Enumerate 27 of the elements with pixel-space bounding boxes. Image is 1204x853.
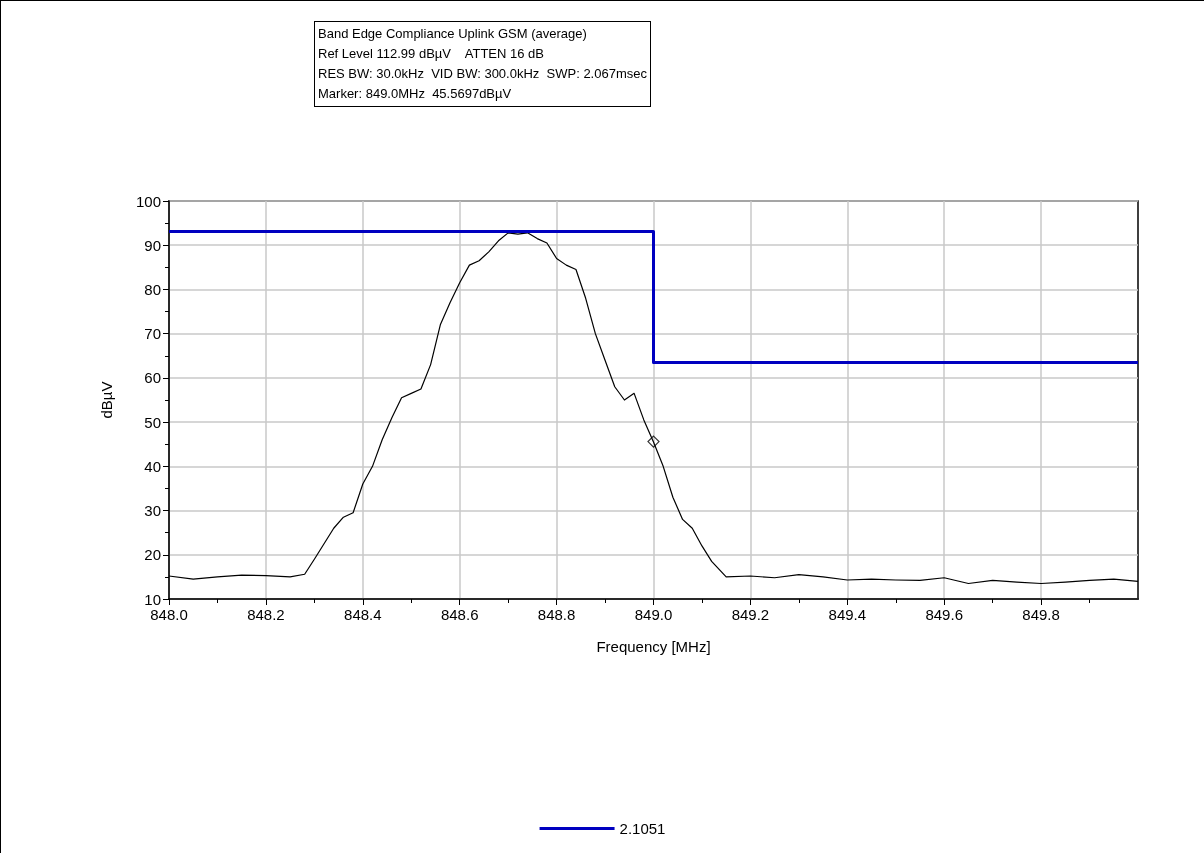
x-tick-label: 848.8 xyxy=(537,606,576,623)
x-tick-label: 849.8 xyxy=(1022,606,1060,623)
y-tick-label: 10 xyxy=(144,590,161,608)
x-tick-label: 848.4 xyxy=(344,606,382,623)
text: RES BW: 30.0kHz VID BW: 300.0kHz SWP: 2.067msec xyxy=(318,65,647,83)
y-axis-title: dBµV xyxy=(98,381,115,419)
y-tick-label: 90 xyxy=(144,236,161,254)
y-tick-label: 20 xyxy=(144,546,161,564)
x-tick-label: 849.0 xyxy=(634,606,673,623)
y-tick-label: 100 xyxy=(135,192,161,210)
y-tick-label: 70 xyxy=(144,325,161,343)
y-tick-label: 40 xyxy=(144,457,161,475)
y-tick-label: 80 xyxy=(144,280,161,298)
text: Marker: 849.0MHz 45.5697dBµV xyxy=(318,85,513,103)
text: Ref Level 112.99 dBµV ATTEN 16 dB xyxy=(318,45,545,63)
y-tick-label: 30 xyxy=(144,502,161,520)
chart-title: Band Edge Compliance Uplink GSM (average) xyxy=(318,25,588,43)
x-tick-label: 848.2 xyxy=(247,606,285,623)
x-tick-label: 849.6 xyxy=(925,606,963,623)
x-tick-label: 849.4 xyxy=(828,606,867,623)
x-tick-label: 849.2 xyxy=(731,606,770,623)
x-axis-title: Frequency [MHz] xyxy=(596,638,711,655)
x-tick-label: 848.6 xyxy=(440,606,479,623)
x-tick-label: 848.0 xyxy=(150,606,188,623)
legend-label: 2.1051 xyxy=(619,820,666,837)
y-tick-label: 60 xyxy=(144,369,161,387)
y-tick-label: 50 xyxy=(144,413,161,431)
